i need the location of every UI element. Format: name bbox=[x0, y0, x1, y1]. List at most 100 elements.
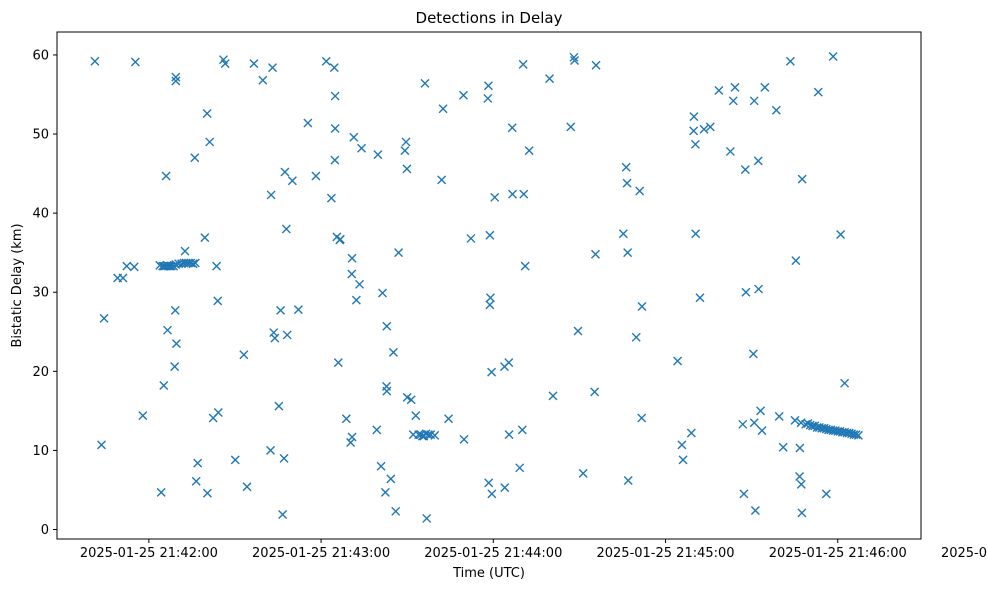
data-point bbox=[280, 167, 290, 177]
data-point bbox=[853, 430, 863, 440]
data-point bbox=[202, 108, 212, 118]
data-point bbox=[821, 489, 831, 499]
data-point bbox=[163, 325, 173, 335]
data-point bbox=[790, 415, 800, 425]
data-point bbox=[333, 358, 343, 368]
plot-area bbox=[56, 31, 922, 540]
data-point bbox=[569, 52, 579, 62]
data-point bbox=[739, 489, 749, 499]
data-point bbox=[730, 82, 740, 92]
y-tick-label: 60 bbox=[32, 48, 49, 63]
data-point bbox=[725, 146, 735, 156]
data-point bbox=[170, 362, 180, 372]
data-point bbox=[382, 321, 392, 331]
data-point bbox=[548, 391, 558, 401]
data-point bbox=[281, 224, 291, 234]
data-point bbox=[507, 123, 517, 133]
data-point bbox=[326, 193, 336, 203]
x-tick-label: 2025-01-25 21:44:00 bbox=[424, 546, 562, 561]
chart-title: Detections in Delay bbox=[416, 9, 563, 27]
data-point bbox=[212, 261, 222, 271]
data-point bbox=[635, 186, 645, 196]
data-point bbox=[170, 305, 180, 315]
data-point bbox=[673, 356, 683, 366]
data-point bbox=[795, 443, 805, 453]
data-point bbox=[485, 230, 495, 240]
data-point bbox=[99, 313, 109, 323]
data-point bbox=[376, 461, 386, 471]
x-tick-label: 2025-01-25 21:47:00 bbox=[941, 546, 988, 561]
data-point bbox=[438, 104, 448, 114]
data-point bbox=[517, 425, 527, 435]
data-point bbox=[355, 279, 365, 289]
data-point bbox=[190, 153, 200, 163]
data-point bbox=[515, 463, 525, 473]
data-point bbox=[797, 174, 807, 184]
data-point bbox=[239, 350, 249, 360]
data-point bbox=[483, 93, 493, 103]
data-point bbox=[686, 428, 696, 438]
data-point bbox=[459, 434, 469, 444]
data-point bbox=[750, 506, 760, 516]
y-tick-label: 0 bbox=[41, 523, 49, 538]
data-point bbox=[268, 63, 278, 73]
data-point bbox=[504, 430, 514, 440]
data-point bbox=[760, 82, 770, 92]
data-point bbox=[500, 483, 510, 493]
data-point bbox=[778, 442, 788, 452]
data-point bbox=[303, 118, 313, 128]
data-point bbox=[129, 262, 139, 272]
data-point bbox=[90, 56, 100, 66]
data-point bbox=[430, 430, 440, 440]
y-tick-label: 50 bbox=[32, 128, 49, 143]
data-point bbox=[330, 155, 340, 165]
data-point bbox=[274, 401, 284, 411]
data-point bbox=[138, 411, 148, 421]
data-point bbox=[193, 458, 203, 468]
data-point bbox=[161, 171, 171, 181]
data-point bbox=[484, 478, 494, 488]
data-point bbox=[689, 112, 699, 122]
data-point bbox=[159, 381, 169, 391]
y-axis-ticks: 0 10 20 30 40 50 60 bbox=[32, 48, 57, 538]
data-point bbox=[753, 156, 763, 166]
data-point bbox=[623, 475, 633, 485]
data-point bbox=[130, 57, 140, 67]
data-point bbox=[346, 438, 356, 447]
data-point bbox=[347, 269, 357, 279]
data-point bbox=[545, 74, 555, 84]
data-point bbox=[490, 192, 500, 202]
data-point bbox=[741, 287, 751, 297]
data-point bbox=[278, 509, 288, 519]
y-tick-label: 10 bbox=[32, 444, 49, 459]
data-point bbox=[382, 386, 392, 396]
data-point bbox=[388, 347, 398, 357]
data-point bbox=[836, 229, 846, 239]
data-point bbox=[156, 487, 166, 497]
data-point bbox=[349, 132, 359, 142]
data-point bbox=[406, 395, 416, 405]
y-tick-label: 40 bbox=[32, 207, 49, 222]
data-point bbox=[813, 87, 823, 97]
data-point bbox=[621, 162, 631, 172]
data-point bbox=[591, 60, 601, 70]
data-point bbox=[738, 419, 748, 429]
data-point bbox=[191, 476, 201, 486]
data-point bbox=[695, 293, 705, 303]
data-point bbox=[402, 392, 412, 402]
data-point bbox=[466, 233, 476, 243]
data-point bbox=[774, 411, 784, 421]
data-point bbox=[791, 256, 801, 266]
data-point bbox=[524, 146, 534, 156]
data-point bbox=[249, 59, 259, 69]
data-point bbox=[757, 426, 767, 436]
data-point bbox=[335, 234, 345, 244]
data-point bbox=[637, 301, 647, 311]
data-point bbox=[483, 81, 493, 91]
data-point bbox=[705, 122, 715, 132]
data-point bbox=[282, 330, 292, 340]
data-point bbox=[578, 468, 588, 478]
data-point bbox=[795, 472, 805, 482]
data-point bbox=[485, 300, 495, 310]
